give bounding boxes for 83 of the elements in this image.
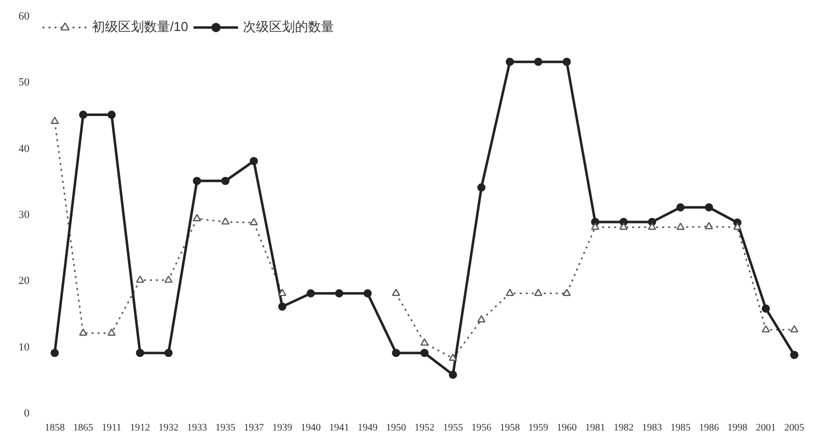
point [448, 354, 458, 361]
point [477, 183, 486, 192]
point [506, 288, 514, 296]
x-tick-label: 1858 [44, 422, 65, 434]
point [562, 288, 571, 296]
x-tick-label: 1960 [556, 422, 577, 434]
point [591, 222, 600, 230]
point [221, 176, 230, 186]
point [306, 289, 315, 298]
point [420, 338, 429, 346]
x-tick-label: 1935 [215, 422, 236, 434]
x-tick-label: 1956 [471, 422, 492, 434]
point [704, 222, 714, 230]
x-tick-label: 1912 [130, 422, 150, 434]
point [448, 370, 458, 379]
x-tick-label: 1955 [442, 422, 463, 434]
legend-label: 初级区划数量/10 [92, 18, 188, 36]
point [477, 315, 486, 322]
x-tick-label: 1950 [386, 422, 406, 434]
point [108, 328, 116, 336]
point [108, 110, 116, 119]
point [79, 110, 88, 119]
x-tick-label: 1983 [642, 422, 662, 434]
point [136, 276, 144, 283]
y-tick-label: 40 [18, 142, 30, 155]
x-tick-label: 1952 [414, 422, 434, 434]
point [534, 58, 542, 66]
point [790, 350, 798, 360]
x-tick-label: 1985 [670, 422, 690, 434]
y-tick-label: 30 [18, 209, 30, 221]
y-tick-label: 10 [18, 341, 30, 354]
point [562, 58, 571, 66]
point [164, 348, 173, 358]
y-tick-label: 60 [18, 10, 30, 22]
point [762, 325, 770, 332]
point [648, 222, 656, 230]
point [192, 214, 202, 222]
y-tick-label: 0 [24, 408, 30, 420]
point [278, 288, 286, 296]
point [420, 348, 429, 358]
point [250, 218, 258, 226]
point [676, 222, 685, 230]
x-tick-label: 2001 [756, 422, 776, 434]
legend-label: 次级区划的数量 [243, 18, 334, 36]
point [534, 288, 542, 296]
point [136, 348, 144, 358]
x-tick-label: 1865 [73, 422, 94, 434]
point [762, 304, 770, 313]
x-tick-label: 1941 [329, 422, 350, 434]
point [278, 302, 286, 311]
y-tick-label: 50 [18, 76, 30, 89]
point [50, 348, 59, 358]
point [392, 348, 400, 358]
x-tick-label: 1958 [500, 422, 520, 434]
point [192, 176, 202, 186]
x-tick-label: 1981 [585, 422, 606, 434]
x-tick-label: 1939 [272, 422, 292, 434]
x-tick-label: 1933 [186, 422, 207, 434]
point [335, 289, 344, 298]
point [79, 328, 88, 336]
point [221, 217, 230, 225]
point [506, 58, 514, 66]
x-tick-label: 1949 [358, 422, 378, 434]
x-tick-label: 1998 [727, 422, 748, 434]
point [620, 222, 628, 230]
x-tick-label: 1986 [698, 422, 719, 434]
point [392, 288, 400, 296]
point [704, 203, 714, 212]
point [676, 203, 685, 212]
point [164, 276, 173, 283]
x-tick-label: 1982 [614, 422, 634, 434]
point [790, 325, 798, 332]
x-tick-label: 1959 [528, 422, 548, 434]
y-tick-label: 20 [18, 275, 30, 288]
point [364, 289, 372, 298]
x-tick-label: 1940 [300, 422, 321, 434]
x-tick-label: 1932 [158, 422, 178, 434]
x-tick-label: 2005 [784, 422, 804, 434]
point [250, 156, 258, 166]
point [733, 222, 742, 230]
x-tick-label: 1911 [102, 422, 122, 434]
point [50, 116, 59, 124]
x-tick-label: 1937 [244, 422, 264, 434]
